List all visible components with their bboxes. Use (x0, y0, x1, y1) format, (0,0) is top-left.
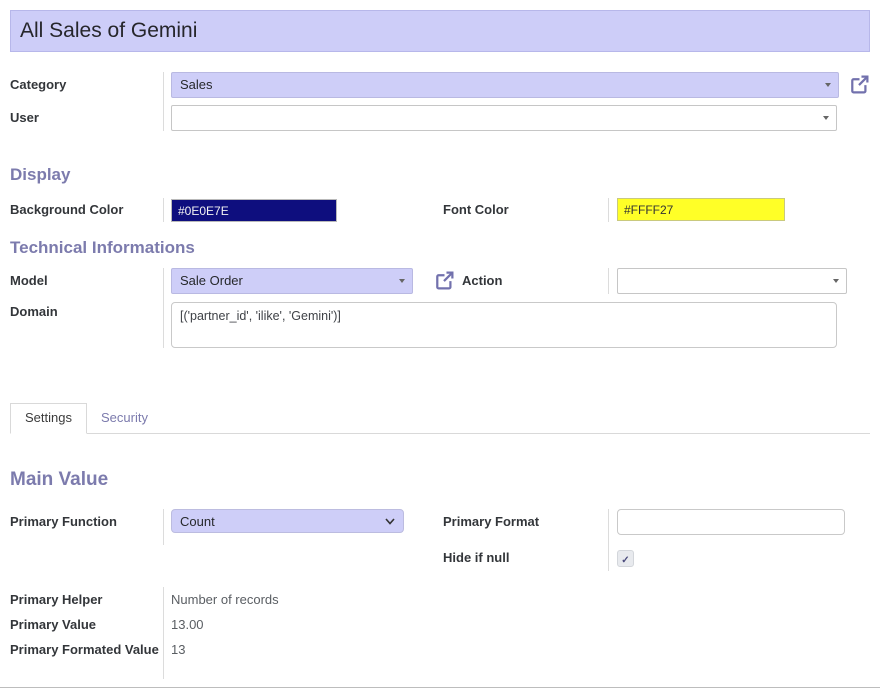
tab-security[interactable]: Security (100, 410, 148, 425)
record-title-input[interactable]: All Sales of Gemini (10, 10, 870, 52)
section-heading-main-value: Main Value (10, 469, 109, 490)
background-color-input[interactable]: #0E0E7E (171, 198, 337, 222)
external-link-icon[interactable] (434, 270, 455, 291)
category-value: Sales (180, 77, 213, 92)
primary-helper-label: Primary Helper (10, 592, 103, 607)
primary-format-input[interactable] (617, 509, 845, 535)
hide-if-null-checkbox[interactable] (617, 550, 634, 567)
primary-function-value: Count (180, 514, 215, 529)
domain-input[interactable]: [('partner_id', 'ilike', 'Gemini')] (171, 302, 837, 348)
field-row-model-action: Model Sale Order Action (10, 268, 870, 302)
caret-down-icon (823, 116, 829, 120)
field-row-domain: Domain [('partner_id', 'ilike', 'Gemini'… (10, 302, 870, 348)
primary-value-label: Primary Value (10, 617, 96, 632)
caret-down-icon (833, 279, 839, 283)
font-color-label: Font Color (443, 202, 509, 217)
section-heading-display: Display (10, 165, 71, 184)
user-input[interactable] (171, 105, 837, 131)
hide-if-null-label: Hide if null (443, 550, 510, 565)
primary-function-label: Primary Function (10, 514, 117, 529)
action-input[interactable] (617, 268, 847, 294)
field-row-user: User (10, 105, 870, 131)
field-row-primary-value: Primary Value 13.00 (10, 612, 870, 637)
section-heading-technical: Technical Informations (10, 238, 195, 257)
tab-settings[interactable]: Settings (10, 403, 87, 434)
primary-formatted-value-label: Primary Formated Value (10, 642, 159, 657)
action-label: Action (462, 273, 503, 288)
primary-format-label: Primary Format (443, 514, 540, 529)
caret-down-icon (399, 279, 405, 283)
field-row-primary-formatted-value: Primary Formated Value 13 (10, 637, 870, 679)
check-icon (621, 550, 629, 568)
kpi-form: All Sales of Gemini Category Sales User … (0, 10, 880, 679)
model-label: Model (10, 273, 48, 288)
caret-down-icon (825, 83, 831, 87)
notebook-tabs: Settings Security (10, 403, 870, 434)
field-row-colors: Background Color #0E0E7E Font Color #FFF… (10, 198, 870, 222)
field-row-primary-helper: Primary Helper Number of records (10, 587, 870, 612)
primary-value-value: 13.00 (171, 617, 204, 632)
category-label: Category (10, 77, 67, 92)
external-link-icon[interactable] (849, 74, 870, 95)
category-input[interactable]: Sales (171, 72, 839, 98)
sheet-bottom-border (0, 687, 880, 688)
background-color-label: Background Color (10, 202, 124, 217)
user-label: User (10, 110, 39, 125)
primary-function-select[interactable]: Count (171, 509, 404, 533)
primary-helper-value: Number of records (171, 592, 279, 607)
model-value: Sale Order (180, 273, 243, 288)
model-input[interactable]: Sale Order (171, 268, 413, 294)
domain-label: Domain (10, 304, 58, 319)
primary-formatted-value-value: 13 (171, 642, 186, 657)
field-row-primary-function: Primary Function Count Primary Format (10, 509, 870, 545)
field-row-hide-if-null: Hide if null (10, 545, 870, 571)
chevron-down-icon (385, 518, 395, 525)
font-color-input[interactable]: #FFFF27 (617, 198, 785, 221)
field-row-category: Category Sales (10, 72, 870, 105)
